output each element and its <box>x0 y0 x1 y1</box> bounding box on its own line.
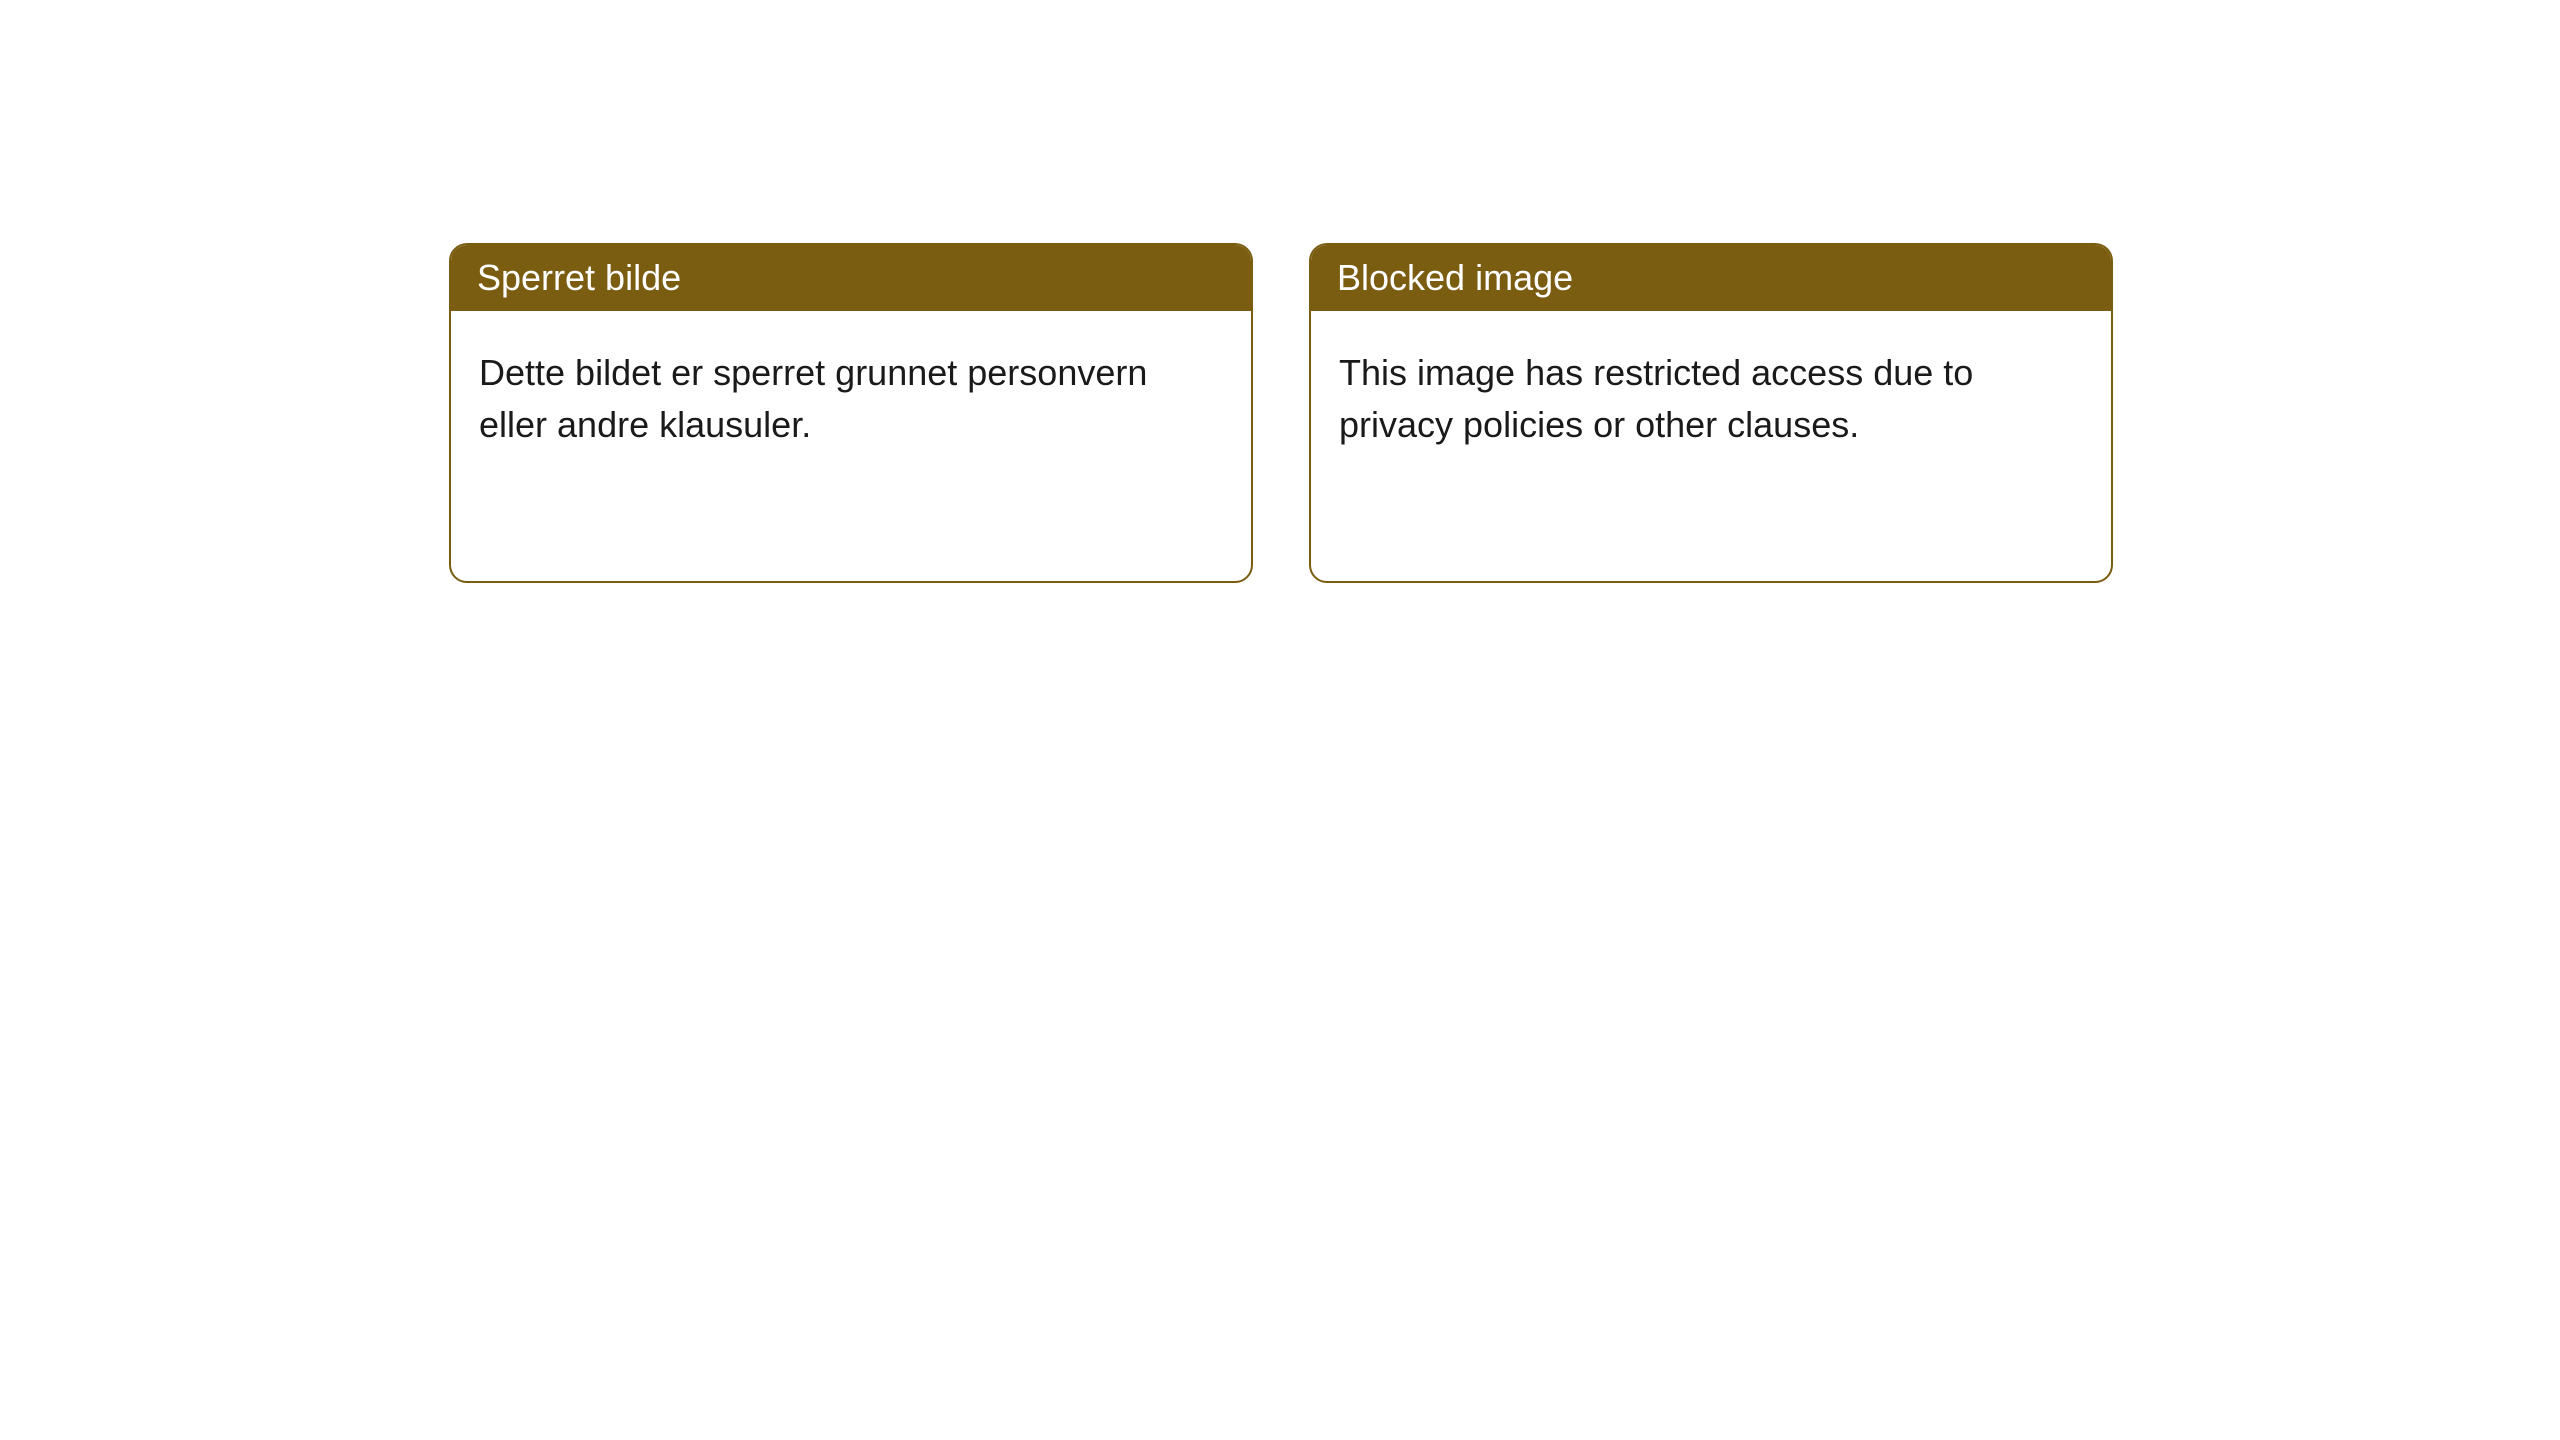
notice-container: Sperret bilde Dette bildet er sperret gr… <box>0 0 2560 583</box>
notice-header-norwegian: Sperret bilde <box>451 245 1251 311</box>
notice-body-norwegian: Dette bildet er sperret grunnet personve… <box>451 311 1251 487</box>
notice-header-english: Blocked image <box>1311 245 2111 311</box>
notice-body-english: This image has restricted access due to … <box>1311 311 2111 487</box>
notice-card-english: Blocked image This image has restricted … <box>1309 243 2113 583</box>
notice-card-norwegian: Sperret bilde Dette bildet er sperret gr… <box>449 243 1253 583</box>
